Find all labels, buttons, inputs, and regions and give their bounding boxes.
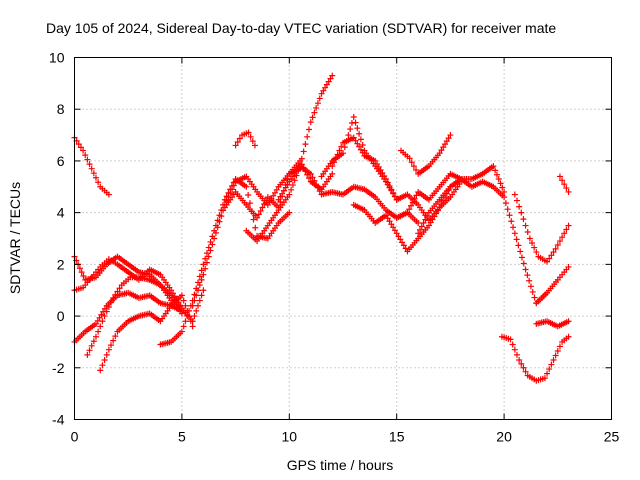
series-23 (533, 318, 572, 330)
series-21-points (556, 173, 572, 195)
axis-ticks (74, 57, 612, 420)
series-17-points (393, 163, 508, 221)
y-tick-label: 10 (49, 50, 65, 66)
series-15-points (350, 183, 454, 255)
series-21 (556, 173, 572, 195)
series-20-points (533, 263, 572, 307)
y-axis-label: SDTVAR / TECUs (7, 182, 23, 294)
series-22-points (498, 333, 572, 384)
y-tick-label: 0 (57, 308, 65, 324)
grid (74, 57, 612, 420)
series-9-points (232, 129, 258, 149)
series-17 (393, 163, 508, 221)
y-tick-label: 2 (57, 256, 65, 272)
x-tick-label: 10 (282, 429, 298, 445)
series-16-points (397, 132, 454, 177)
series-1-points (71, 134, 112, 198)
x-tick-label: 25 (604, 429, 620, 445)
series-20 (533, 263, 572, 307)
y-tick-label: -2 (52, 360, 65, 376)
y-tick-label: -4 (52, 412, 65, 428)
x-tick-label: 15 (389, 429, 405, 445)
x-axis-tick-labels: 0 5 10 15 20 25 (71, 429, 620, 445)
series-11 (243, 72, 336, 245)
series-6 (97, 292, 196, 374)
series-19 (511, 191, 572, 265)
x-tick-label: 20 (496, 429, 512, 445)
chart-title: Day 105 of 2024, Sidereal Day-to-day VTE… (46, 20, 556, 36)
data-points (71, 72, 572, 384)
series-9 (232, 129, 258, 149)
y-tick-label: 4 (57, 205, 65, 221)
y-tick-label: 8 (57, 101, 65, 117)
x-axis-label: GPS time / hours (287, 457, 394, 473)
series-18 (415, 176, 551, 307)
y-tick-label: 6 (57, 153, 65, 169)
series-6-points (97, 292, 196, 374)
series-22 (498, 333, 572, 384)
series-18-points (415, 176, 551, 307)
series-16 (397, 132, 454, 177)
y-axis-tick-labels: -4 -2 0 2 4 6 8 10 (49, 50, 65, 428)
series-23-points (533, 318, 572, 330)
series-15 (350, 183, 454, 255)
series-11-points (243, 72, 336, 245)
x-tick-label: 5 (178, 429, 186, 445)
x-tick-label: 0 (71, 429, 79, 445)
plot-frame (74, 57, 612, 420)
series-1 (71, 134, 112, 198)
series-19-points (511, 191, 572, 265)
